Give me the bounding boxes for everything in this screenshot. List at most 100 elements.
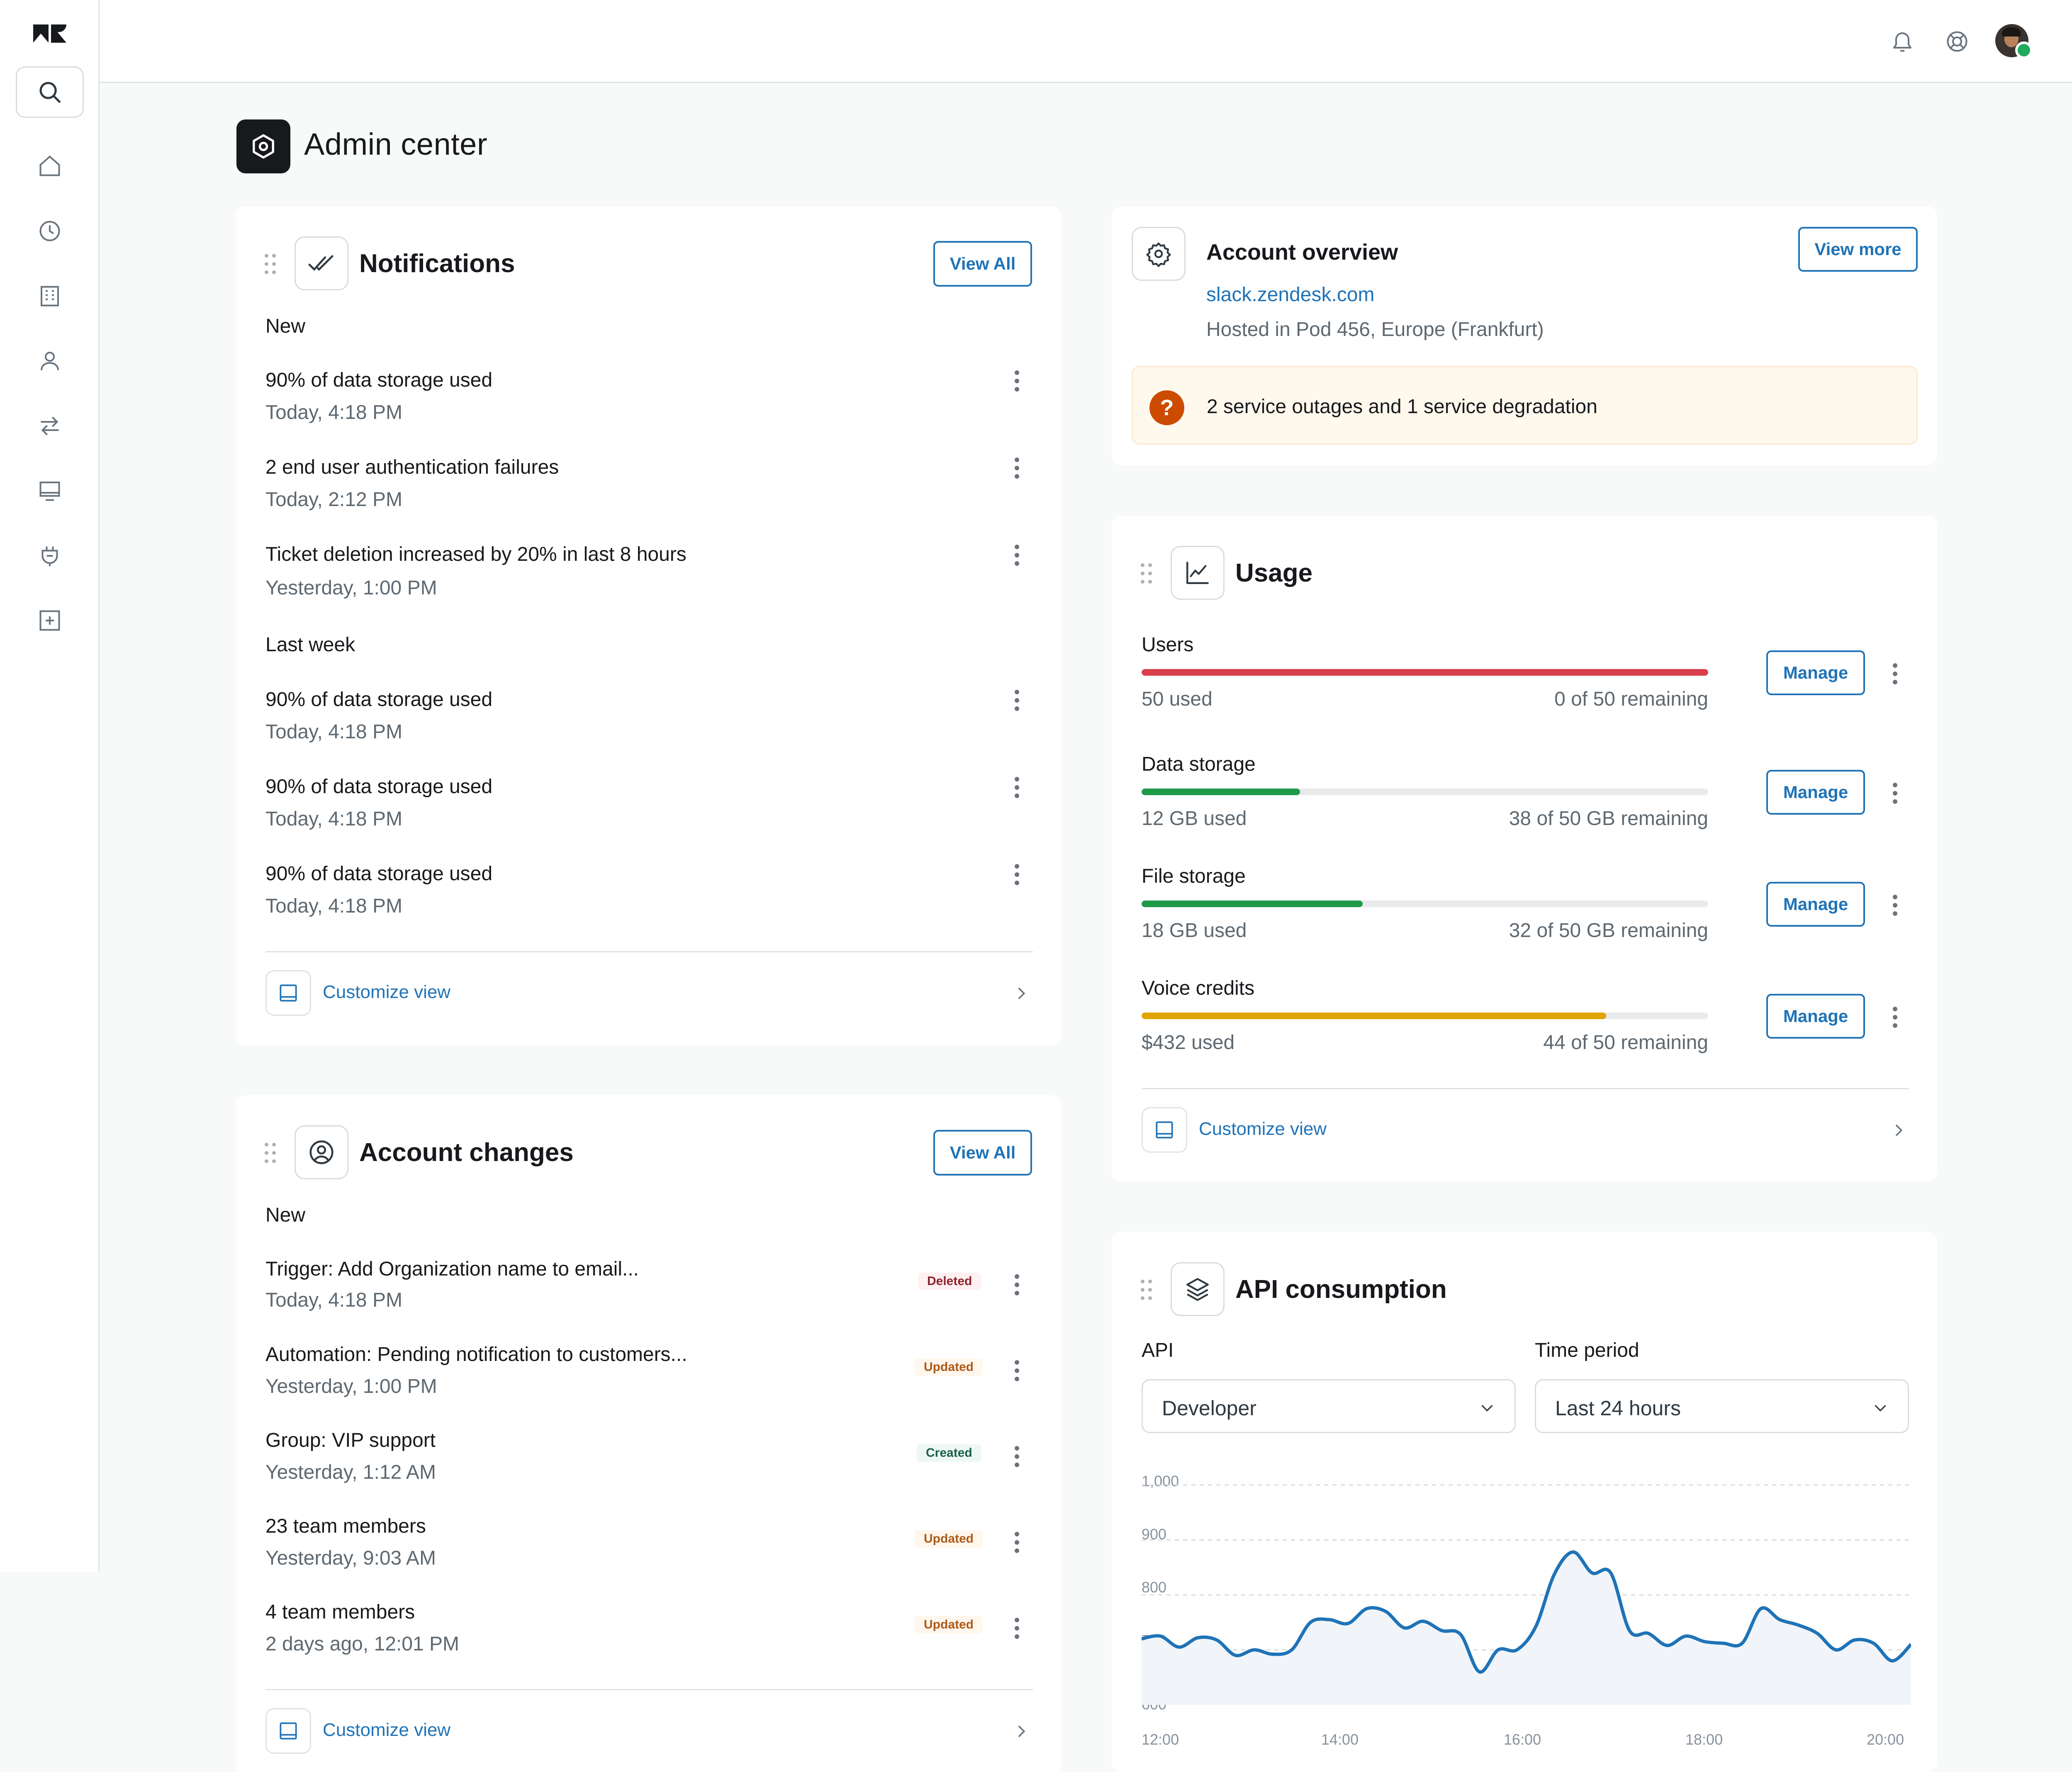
divider [265,951,1033,952]
notification-title[interactable]: 90% of data storage used [265,689,493,711]
more-options-icon[interactable] [1013,1530,1021,1555]
x-tick-label: 12:00 [1142,1731,1179,1748]
usage-item-label: Users [1142,634,1194,656]
y-tick-label: 900 [1142,1526,1167,1543]
transfer-arrows-icon[interactable] [37,414,62,438]
chevron-right-icon[interactable] [1890,1122,1907,1139]
drag-handle-icon[interactable] [265,1143,277,1163]
notification-title[interactable]: 90% of data storage used [265,863,493,885]
add-app-icon[interactable] [37,608,62,633]
search-button[interactable] [16,66,84,118]
api-select[interactable]: Developer [1142,1379,1516,1433]
notification-title[interactable]: 90% of data storage used [265,369,493,391]
status-badge: Deleted [918,1273,981,1290]
more-options-icon[interactable] [1013,1616,1021,1641]
more-options-icon[interactable] [1013,1273,1021,1297]
change-time: Today, 4:18 PM [265,1289,402,1311]
notification-time: Today, 4:18 PM [265,808,402,830]
home-icon[interactable] [37,153,62,178]
more-options-icon[interactable] [1013,688,1021,713]
status-badge: Updated [915,1358,983,1376]
status-badge: Created [917,1444,981,1462]
notification-title[interactable]: Ticket deletion increased by 20% in last… [265,543,687,565]
bell-icon[interactable] [1890,29,1915,54]
manage-button[interactable]: Manage [1766,650,1865,695]
zendesk-logo-icon[interactable] [33,19,66,48]
x-tick-label: 16:00 [1504,1731,1541,1748]
notification-title[interactable]: 2 end user authentication failures [265,456,559,478]
time-period-select[interactable]: Last 24 hours [1535,1379,1909,1433]
drag-handle-icon[interactable] [1141,1280,1153,1300]
more-options-icon[interactable] [1891,1005,1899,1030]
usage-title: Usage [1235,559,1313,587]
top-bar [100,0,2072,83]
drag-handle-icon[interactable] [1141,563,1153,584]
more-options-icon[interactable] [1891,893,1899,918]
account-domain-link[interactable]: slack.zendesk.com [1206,284,1375,306]
more-options-icon[interactable] [1013,369,1021,394]
notifications-view-all-button[interactable]: View All [933,241,1032,287]
help-lifebuoy-icon[interactable] [1945,29,1970,54]
building-icon[interactable] [37,284,62,309]
chevron-right-icon[interactable] [1013,1723,1030,1740]
y-tick-label: 800 [1142,1579,1167,1596]
api-select-label: API [1142,1339,1174,1361]
change-title[interactable]: Automation: Pending notification to cust… [265,1344,687,1366]
admin-center-icon [236,119,290,173]
service-alert[interactable]: ? 2 service outages and 1 service degrad… [1132,366,1918,445]
notification-time: Today, 4:18 PM [265,721,402,743]
plug-icon[interactable] [37,543,62,568]
more-options-icon[interactable] [1891,662,1899,686]
change-title[interactable]: 4 team members [265,1601,415,1623]
more-options-icon[interactable] [1013,1444,1021,1469]
chevron-right-icon[interactable] [1013,985,1030,1002]
clock-icon[interactable] [37,219,62,243]
chevron-down-icon [1481,1405,1493,1412]
customize-panel-icon [265,1708,311,1754]
notification-title[interactable]: 90% of data storage used [265,776,493,798]
more-options-icon[interactable] [1013,862,1021,887]
gear-icon [1132,227,1186,281]
usage-remaining: 44 of 50 remaining [1543,1032,1708,1054]
search-icon [39,82,61,103]
manage-button[interactable]: Manage [1766,770,1865,815]
drag-handle-icon[interactable] [265,254,277,275]
more-options-icon[interactable] [1013,543,1021,568]
line-chart-icon [1171,546,1225,600]
x-tick-label: 14:00 [1321,1731,1359,1748]
change-title[interactable]: Trigger: Add Organization name to email.… [265,1258,639,1280]
change-title[interactable]: 23 team members [265,1515,426,1537]
customize-view-link[interactable]: Customize view [323,982,451,1002]
usage-progress-fill [1142,669,1708,676]
more-options-icon[interactable] [1891,781,1899,806]
usage-progress-bar [1142,901,1708,907]
status-badge: Updated [915,1530,983,1548]
time-period-value: Last 24 hours [1555,1397,1681,1420]
view-more-button[interactable]: View more [1798,227,1918,272]
notifications-card: Notifications View All New 90% of data s… [236,206,1061,1045]
usage-used: $432 used [1142,1032,1235,1054]
section-label-new: New [265,1204,306,1226]
person-icon[interactable] [37,348,62,373]
status-badge: Updated [915,1616,983,1633]
customize-view-link[interactable]: Customize view [1199,1119,1327,1139]
usage-progress-bar [1142,1013,1708,1019]
more-options-icon[interactable] [1013,1358,1021,1383]
manage-button[interactable]: Manage [1766,882,1865,927]
divider [265,1689,1033,1690]
api-consumption-title: API consumption [1235,1275,1447,1304]
more-options-icon[interactable] [1013,775,1021,800]
notification-time: Today, 4:18 PM [265,402,402,424]
account-changes-title: Account changes [359,1138,574,1167]
change-title[interactable]: Group: VIP support [265,1429,436,1451]
avatar[interactable] [1995,24,2028,57]
customize-view-link[interactable]: Customize view [323,1720,451,1740]
monitor-icon[interactable] [37,478,62,503]
sidebar [0,0,100,1572]
manage-button[interactable]: Manage [1766,994,1865,1039]
account-changes-view-all-button[interactable]: View All [933,1130,1032,1176]
user-circle-icon [295,1125,348,1179]
notifications-title: Notifications [359,249,515,278]
page-title: Admin center [304,127,487,161]
more-options-icon[interactable] [1013,456,1021,481]
